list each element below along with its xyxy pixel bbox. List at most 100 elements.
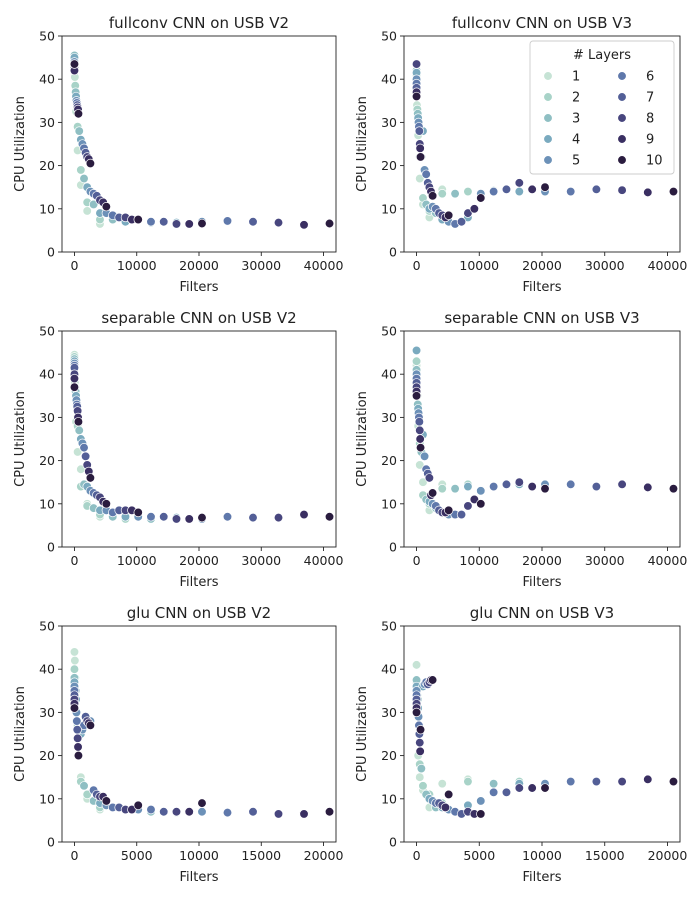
chart-title: glu CNN on USB V2 [127, 604, 271, 622]
data-point [450, 189, 460, 199]
data-point [440, 802, 451, 813]
data-point [72, 725, 82, 735]
y-tick-label: 0 [389, 835, 397, 850]
legend-item-7: 7 [617, 91, 654, 106]
x-tick-label: 20000 [179, 553, 219, 568]
data-point [643, 774, 653, 785]
data-point [591, 481, 602, 492]
data-point [197, 512, 207, 523]
x-tick-label: 30000 [585, 258, 625, 273]
data-point [79, 173, 89, 184]
data-point [88, 199, 99, 210]
x-tick-label: 0 [413, 848, 421, 863]
data-point [514, 186, 524, 197]
data-point [159, 512, 169, 522]
data-point [514, 477, 524, 487]
data-point [591, 776, 602, 787]
legend-item-5: 5 [543, 154, 580, 169]
data-point [444, 210, 454, 220]
chart-title: fullconv CNN on USB V3 [452, 14, 632, 32]
y-tick-label: 20 [381, 453, 397, 468]
data-point [101, 796, 111, 806]
data-point [476, 796, 486, 806]
data-point [476, 499, 486, 509]
data-point [501, 479, 512, 490]
legend-label: 9 [646, 133, 654, 148]
x-tick-label: 15000 [585, 848, 625, 863]
chart-panel-3: separable CNN on USB V2 0 10 20 30 40 50 0 10000… [13, 309, 343, 590]
x-tick-label: 15000 [241, 848, 281, 863]
data-point [643, 482, 653, 493]
x-tick-label: 20000 [648, 848, 688, 863]
x-tick-label: 10000 [117, 258, 157, 273]
data-point [101, 499, 111, 509]
y-tick-label: 40 [39, 367, 55, 382]
legend-label: 5 [572, 154, 580, 169]
series-layers-8 [411, 382, 627, 518]
y-axis-label: CPU Utilization [13, 96, 28, 192]
x-tick-label: 10000 [522, 848, 562, 863]
data-point [463, 208, 473, 218]
y-tick-label: 20 [39, 158, 55, 173]
data-point [133, 214, 143, 225]
data-point [527, 184, 537, 195]
data-point [74, 425, 84, 436]
data-point [540, 783, 550, 793]
data-point [488, 186, 499, 197]
chart-panel-1: fullconv CNN on USB V2 0 10 20 30 40 50 0 10000 2… [13, 14, 343, 295]
series-layers-10 [69, 382, 335, 523]
series-layers-5 [411, 74, 550, 227]
data-point [248, 512, 258, 523]
data-point [73, 750, 84, 761]
y-tick-label: 30 [381, 115, 397, 130]
x-tick-label: 0 [70, 553, 78, 568]
y-tick-label: 10 [381, 201, 397, 216]
data-point [463, 186, 473, 197]
y-tick-label: 50 [39, 619, 55, 634]
x-tick-label: 20000 [522, 258, 562, 273]
legend-box [529, 40, 675, 175]
data-point [415, 772, 425, 782]
series-layers-4 [69, 356, 182, 523]
data-point [415, 143, 425, 153]
y-tick-label: 40 [39, 72, 55, 87]
legend-title: # Layers [573, 48, 631, 63]
series-layers-6 [411, 677, 576, 817]
data-point [82, 206, 92, 216]
data-point [424, 473, 435, 483]
legend-label: 8 [646, 112, 654, 127]
legend-marker [617, 92, 627, 102]
data-point [418, 781, 428, 791]
data-point [540, 484, 550, 494]
data-point [324, 512, 335, 522]
x-tick-label: 0 [413, 258, 421, 273]
y-tick-label: 40 [381, 72, 397, 87]
y-tick-label: 20 [381, 158, 397, 173]
y-axis-label: CPU Utilization [355, 96, 370, 192]
data-point [421, 169, 431, 179]
data-point [411, 91, 422, 102]
data-point [184, 219, 194, 229]
chart-panel-6: glu CNN on USB V3 0 10 20 30 40 50 0 5000 10000 15… [355, 604, 687, 885]
data-point [73, 417, 84, 427]
x-tick-label: 30000 [241, 258, 281, 273]
data-point [415, 434, 425, 444]
data-point [411, 660, 422, 670]
data-point [617, 479, 627, 490]
data-point [273, 512, 284, 523]
legend-marker [617, 113, 627, 123]
legend-item-1: 1 [543, 70, 580, 85]
y-tick-label: 30 [39, 115, 55, 130]
data-point [488, 787, 499, 797]
chart-title: glu CNN on USB V3 [470, 604, 614, 622]
y-tick-label: 0 [47, 835, 55, 850]
series-layers-10 [411, 91, 679, 220]
data-point [527, 481, 537, 492]
x-tick-label: 0 [70, 848, 78, 863]
x-tick-label: 40000 [648, 553, 688, 568]
data-point [427, 488, 438, 498]
chart-panel-2: fullconv CNN on USB V3 0 10 20 30 40 50 0 10000 2… [355, 14, 687, 295]
data-point [415, 737, 425, 748]
y-tick-label: 50 [381, 619, 397, 634]
